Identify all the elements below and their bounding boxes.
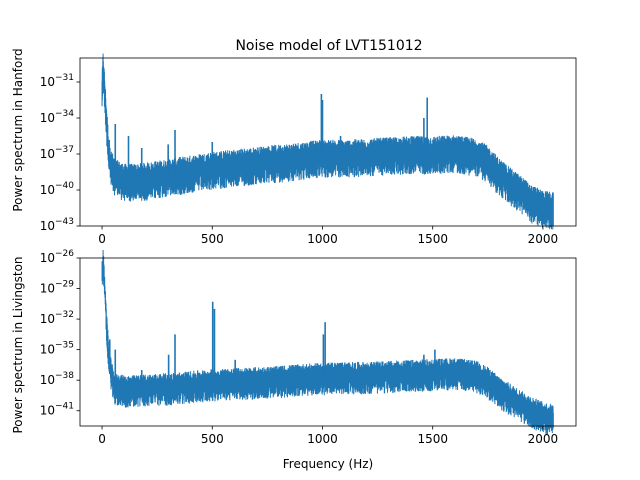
x-tick-label: 1500 <box>417 432 448 446</box>
chart-title: Noise model of LVT151012 <box>235 38 422 54</box>
x-tick-label: 500 <box>201 232 224 246</box>
y-tick-label: 10−35 <box>40 341 74 357</box>
y-tick-label: 10−38 <box>40 371 75 387</box>
x-tick-label: 0 <box>98 232 106 246</box>
x-tick-label: 2000 <box>528 232 559 246</box>
livingston-panel: 0 500 1000 1500 2000 10−4110−3810−3510−3210−… <box>40 249 577 446</box>
x-tick-label: 1000 <box>307 432 338 446</box>
livingston-y-axis-label: Power spectrum in Livingston <box>11 256 25 433</box>
y-tick-label: 10−41 <box>40 402 74 418</box>
hanford-x-ticks: 0 500 1000 1500 2000 <box>98 226 558 246</box>
y-tick-label: 10−34 <box>40 109 75 125</box>
x-tick-label: 0 <box>98 432 106 446</box>
x-axis-label: Frequency (Hz) <box>283 457 374 471</box>
y-tick-label: 10−43 <box>40 217 74 233</box>
livingston-spectrum-series <box>101 250 554 436</box>
x-tick-label: 500 <box>201 432 224 446</box>
x-tick-label: 2000 <box>528 432 559 446</box>
x-tick-label: 1500 <box>417 232 448 246</box>
livingston-y-ticks: 10−41 10−38 10−35 10−32 10−29 10−26 <box>40 249 80 418</box>
hanford-y-ticks: 10−43 10−40 10−37 10−34 10−31 <box>40 73 80 233</box>
y-tick-label: 10−31 <box>40 73 74 89</box>
x-tick-label: 1000 <box>307 232 338 246</box>
y-tick-label: 10−37 <box>40 145 74 161</box>
livingston-axes-frame <box>79 257 577 427</box>
hanford-spectrum-series <box>101 53 554 230</box>
y-tick-label: 10−26 <box>40 249 75 265</box>
hanford-panel: 0 500 1000 1500 2000 10−4310−4010−3710−3410−… <box>40 53 577 246</box>
spectrum-line <box>101 53 554 230</box>
spectrum-line <box>101 250 554 436</box>
y-tick-label: 10−32 <box>40 310 74 326</box>
hanford-y-axis-label: Power spectrum in Hanford <box>11 48 25 211</box>
hanford-axes-frame <box>79 57 577 227</box>
y-tick-label: 10−40 <box>40 181 75 197</box>
livingston-x-ticks: 0 500 1000 1500 2000 <box>98 426 558 446</box>
y-tick-label: 10−29 <box>40 280 75 296</box>
